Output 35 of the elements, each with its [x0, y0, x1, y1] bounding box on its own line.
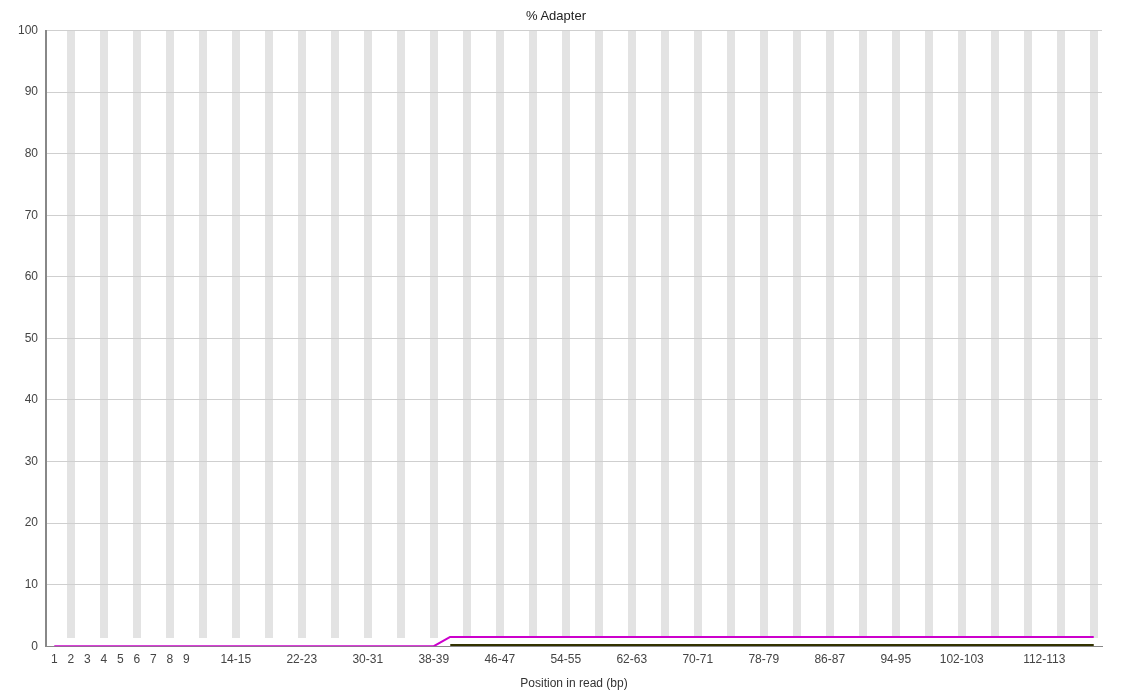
- x-tick-label: 22-23: [286, 651, 318, 666]
- x-tick-label: 9: [182, 651, 190, 666]
- x-tick-label: 102-103: [939, 651, 985, 666]
- y-tick-label: 20: [24, 515, 39, 530]
- y-tick-label: 50: [24, 330, 39, 345]
- chart-title: % Adapter: [526, 8, 587, 24]
- y-tick-label: 40: [24, 392, 39, 407]
- y-tick-label: 100: [17, 22, 39, 37]
- x-tick-label: 86-87: [814, 651, 846, 666]
- x-tick-label: 2: [67, 651, 75, 666]
- x-tick-label: 5: [116, 651, 124, 666]
- x-tick-label: 62-63: [616, 651, 648, 666]
- y-tick-label: 60: [24, 269, 39, 284]
- x-tick-label: 30-31: [352, 651, 384, 666]
- x-tick-label: 70-71: [682, 651, 714, 666]
- x-tick-label: 94-95: [880, 651, 912, 666]
- x-tick-label: 112-113: [1023, 651, 1066, 666]
- x-tick-label: 7: [149, 651, 157, 666]
- y-tick-label: 90: [24, 84, 39, 99]
- x-tick-label: 46-47: [484, 651, 516, 666]
- x-tick-label: 14-15: [220, 651, 252, 666]
- y-tick-label: 10: [24, 576, 39, 591]
- x-tick-label: 38-39: [418, 651, 450, 666]
- y-tick-label: 70: [24, 207, 39, 222]
- x-axis-title: Position in read (bp): [520, 676, 628, 691]
- x-tick-label: 54-55: [550, 651, 582, 666]
- x-tick-label: 78-79: [748, 651, 780, 666]
- y-tick-label: 80: [24, 146, 39, 161]
- x-tick-label: 8: [166, 651, 174, 666]
- x-tick-label: 6: [133, 651, 141, 666]
- x-tick-label: 3: [83, 651, 91, 666]
- y-tick-label: 30: [24, 453, 39, 468]
- x-tick-label: 1: [50, 651, 58, 666]
- x-tick-label: 4: [100, 651, 108, 666]
- y-tick-label: 0: [31, 638, 39, 653]
